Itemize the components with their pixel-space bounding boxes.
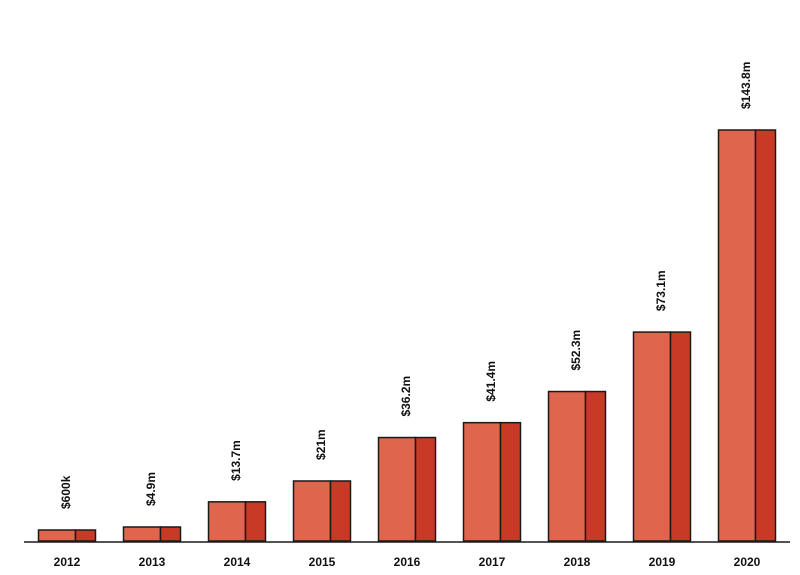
value-label-2018: $52.3m	[569, 330, 583, 371]
bar-side-2017	[499, 421, 522, 542]
bar-front-2018	[547, 390, 587, 542]
x-tick-label-2015: 2015	[309, 555, 336, 569]
bar-front-2015	[292, 480, 332, 542]
x-tick-label-2018: 2018	[564, 555, 591, 569]
value-label-2013: $4.9m	[144, 472, 158, 506]
bar-side-2014	[244, 501, 267, 542]
x-tick-label-2013: 2013	[139, 555, 166, 569]
bar-2012	[37, 529, 97, 542]
bar-2016	[377, 436, 437, 542]
value-label-2014: $13.7m	[229, 440, 243, 481]
bar-2014	[207, 501, 267, 542]
value-labels-group: $600k $4.9m $13.7m $21m $36.2m $41.4m $52.3m $7…	[59, 62, 753, 509]
bar-front-2017	[462, 421, 502, 542]
bar-side-2013	[159, 526, 182, 542]
value-label-2019: $73.1m	[654, 270, 668, 311]
value-label-2016: $36.2m	[399, 376, 413, 417]
bar-side-2020	[754, 129, 777, 542]
value-label-2015: $21m	[314, 429, 328, 460]
x-tick-label-2019: 2019	[649, 555, 676, 569]
x-tick-label-2016: 2016	[394, 555, 421, 569]
bar-front-2020	[717, 129, 757, 542]
bars-group	[37, 129, 777, 542]
bar-2013	[122, 526, 182, 542]
bar-front-2016	[377, 436, 417, 542]
x-tick-label-2017: 2017	[479, 555, 506, 569]
bar-2015	[292, 480, 352, 542]
x-tick-labels-group: 2012 2013 2014 2015 2016 2017 2018 2019 2020	[54, 555, 761, 569]
bar-front-2012	[37, 529, 77, 542]
x-tick-label-2012: 2012	[54, 555, 81, 569]
bar-side-2015	[329, 480, 352, 542]
bar-side-2018	[584, 390, 607, 542]
x-tick-label-2020: 2020	[734, 555, 761, 569]
bar-2017	[462, 421, 522, 542]
bar-2020	[717, 129, 777, 542]
bar-side-2012	[74, 529, 97, 542]
bar-2018	[547, 390, 607, 542]
value-label-2020: $143.8m	[739, 62, 753, 109]
bar-side-2019	[669, 331, 692, 542]
bar-front-2014	[207, 501, 247, 542]
value-label-2012: $600k	[59, 475, 73, 509]
bar-front-2013	[122, 526, 162, 542]
value-label-2017: $41.4m	[484, 361, 498, 402]
bar-2019	[632, 331, 692, 542]
bar-front-2019	[632, 331, 672, 542]
bar-side-2016	[414, 436, 437, 542]
x-tick-label-2014: 2014	[224, 555, 251, 569]
